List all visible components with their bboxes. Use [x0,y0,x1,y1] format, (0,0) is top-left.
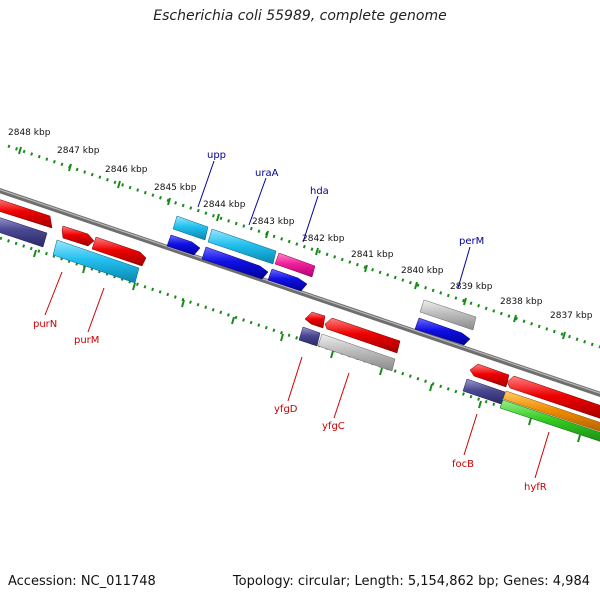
inner-scale-track [0,236,600,442]
scale-label: 2841 kbp [351,250,394,260]
gene-feature [267,268,308,292]
accession-text: Accession: NC_011748 [8,574,156,589]
genome-backbone-highlight [0,189,600,394]
scale-label: 2842 kbp [302,234,345,244]
upp-gene [172,215,209,241]
gene-leaders [44,160,550,479]
yfgC-gene [324,317,401,354]
hda-gene [274,252,316,278]
gene-feature [414,317,471,346]
gene-label-purN: purN [33,319,57,330]
gene-feature [317,333,396,372]
gene-label-upp: upp [207,150,226,161]
gene-label-focB: focB [452,459,474,470]
map-title: Escherichia coli 55989, complete genome [153,8,447,24]
gene-label-uraA: uraA [255,168,279,179]
scale-labels: 2848 kbp 2847 kbp 2846 kbp 2845 kbp 2844… [8,128,593,321]
scale-label: 2846 kbp [105,165,148,175]
gene-feature [0,199,53,229]
gene-feature [502,390,600,432]
scale-label: 2848 kbp [8,128,51,138]
uraA-gene [207,228,277,265]
purM-gene [52,239,140,284]
gene-label-hda: hda [310,186,329,197]
yfgD-gene [298,326,321,347]
genome-summary-text: Topology: circular; Length: 5,154,862 bp… [232,574,590,589]
scale-label: 2837 kbp [550,311,593,321]
outer-scale-track [7,144,600,349]
genome-backbone [0,188,600,397]
hyfR-gene [499,399,600,442]
scale-label: 2847 kbp [57,146,100,156]
gene-label-purM: purM [74,335,99,346]
gene-label-yfgD: yfgD [274,404,298,415]
gene-labels: upp uraA hda perM purN purM yfgD yfgC fo… [33,150,547,493]
gene-feature [201,246,269,280]
scale-label: 2843 kbp [252,217,295,227]
scale-label: 2839 kbp [450,282,493,292]
perM-gene [419,299,477,331]
scale-label: 2844 kbp [203,200,246,210]
gene-feature [61,225,95,247]
inner-major-ticks [33,249,581,443]
gene-feature [166,234,201,256]
gene-feature [91,236,147,267]
gene-label-perM: perM [459,236,484,247]
scale-label: 2838 kbp [500,297,543,307]
reverse-features [298,311,600,442]
gene-feature [506,375,600,419]
forward-features [0,199,477,346]
gene-feature [469,363,510,388]
outer-major-ticks [18,146,566,340]
gene-feature [304,311,326,329]
focB-gene [462,378,506,405]
scale-label: 2845 kbp [154,183,197,193]
gene-feature [0,217,48,248]
scale-label: 2840 kbp [401,266,444,276]
gene-label-hyfR: hyfR [524,482,547,493]
gene-label-yfgC: yfgC [322,421,345,432]
